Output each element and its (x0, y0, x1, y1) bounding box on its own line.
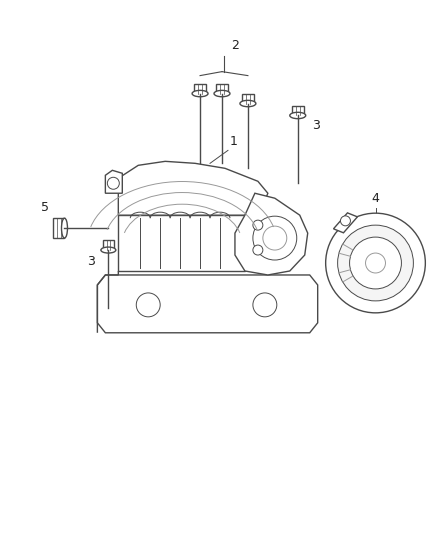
Circle shape (340, 216, 350, 226)
Circle shape (253, 245, 263, 255)
Circle shape (107, 177, 119, 189)
Text: 3: 3 (88, 255, 95, 268)
Polygon shape (118, 161, 268, 215)
Circle shape (263, 226, 287, 250)
Circle shape (253, 216, 297, 260)
Text: 4: 4 (371, 192, 379, 205)
Ellipse shape (214, 91, 230, 97)
Text: 3: 3 (312, 119, 320, 132)
Ellipse shape (240, 100, 256, 107)
Polygon shape (235, 193, 308, 275)
Text: 5: 5 (41, 201, 49, 214)
Circle shape (136, 293, 160, 317)
Polygon shape (97, 275, 318, 333)
Ellipse shape (290, 112, 306, 119)
Circle shape (350, 237, 401, 289)
Polygon shape (333, 213, 357, 233)
Polygon shape (103, 240, 114, 250)
Polygon shape (216, 84, 228, 94)
Polygon shape (292, 106, 304, 116)
Circle shape (253, 220, 263, 230)
Polygon shape (106, 171, 122, 193)
Ellipse shape (101, 247, 116, 253)
Circle shape (338, 225, 413, 301)
Circle shape (326, 213, 425, 313)
Text: 2: 2 (231, 39, 239, 52)
Ellipse shape (61, 218, 67, 238)
Polygon shape (118, 215, 245, 271)
Circle shape (366, 253, 385, 273)
Ellipse shape (192, 91, 208, 97)
Text: 1: 1 (230, 135, 238, 148)
Polygon shape (53, 218, 64, 238)
Polygon shape (194, 84, 206, 94)
Polygon shape (242, 94, 254, 103)
Circle shape (253, 293, 277, 317)
